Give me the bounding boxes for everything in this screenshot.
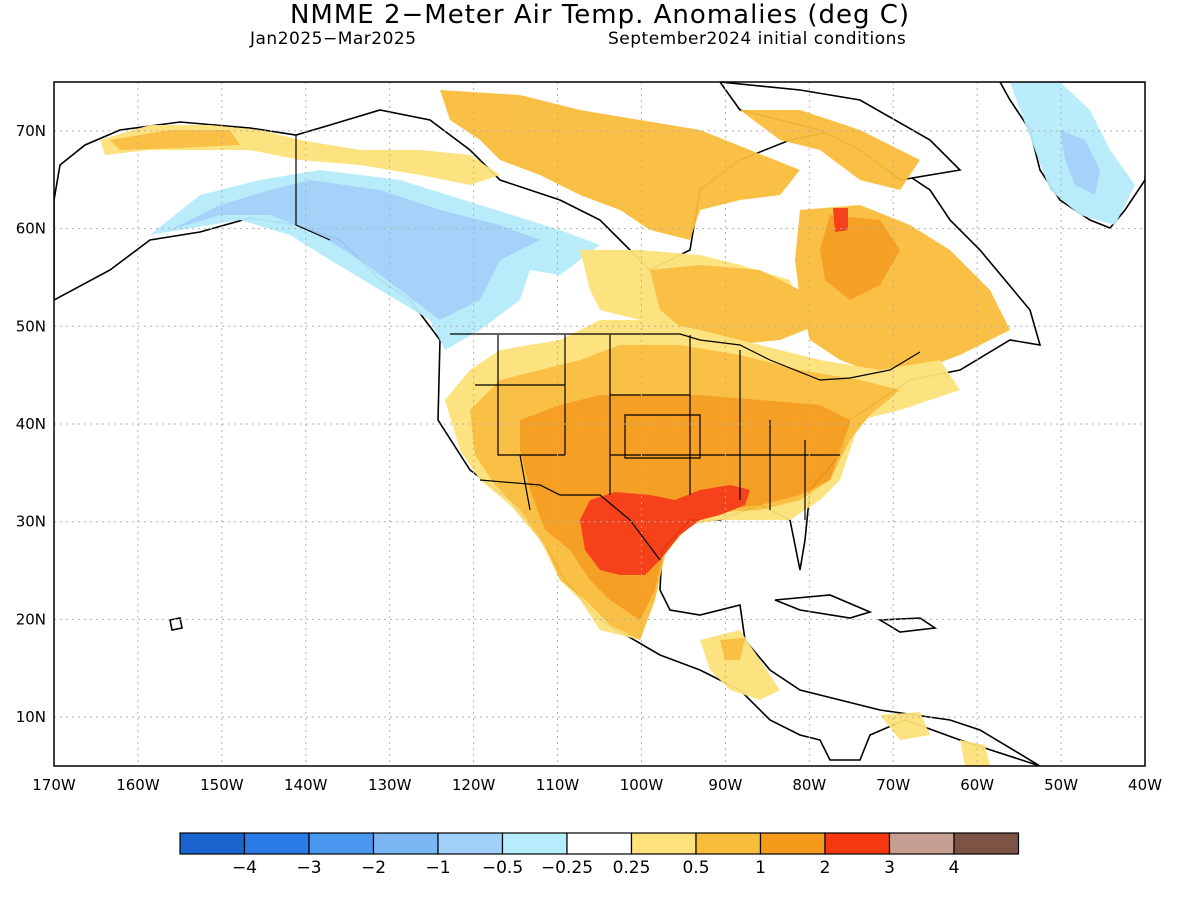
color-legend: −4 −3 −2 −1 −0.5 −0.25 0.25 0.5 1 2 3 4 [179, 832, 1020, 878]
longitude-tick-label: 120W [452, 776, 496, 794]
warm-anomaly-area [440, 90, 800, 240]
longitude-tick-label: 40W [1128, 776, 1162, 794]
latitude-tick-label: 60N [16, 220, 46, 238]
hot-spot-area [580, 485, 750, 575]
longitude-tick-label: 70W [876, 776, 910, 794]
longitude-tick-label: 160W [116, 776, 160, 794]
strong-warm-anomaly-area [833, 208, 848, 232]
warm-anomaly-area [880, 712, 930, 740]
colorbar-swatch [501, 832, 568, 855]
warm-anomaly-area [650, 265, 830, 345]
colorbar-label: 0.25 [613, 858, 651, 878]
latitude-tick-label: 10N [16, 708, 46, 726]
colorbar-label: 0.5 [682, 858, 709, 878]
colorbar-label: −0.5 [482, 858, 523, 878]
latitude-tick-label: 30N [16, 513, 46, 531]
colorbar-swatch [437, 832, 504, 855]
strong-warm-anomaly-area [820, 215, 900, 300]
colorbar-label: 3 [884, 858, 895, 878]
colorbar-swatch [308, 832, 375, 855]
colorbar-swatch [243, 832, 310, 855]
longitude-tick-label: 140W [284, 776, 328, 794]
lat-lon-grid [54, 82, 1145, 766]
latitude-tick-label: 50N [16, 317, 46, 335]
initial-conditions: September2024 initial conditions [608, 29, 907, 49]
longitude-tick-label: 110W [536, 776, 580, 794]
colorbar-swatch [888, 832, 955, 855]
longitude-tick-label: 130W [368, 776, 412, 794]
alaska-canada-border [295, 135, 331, 241]
colorbar-swatch [695, 832, 762, 855]
political-boundaries [295, 135, 921, 561]
colorbar-label: 4 [949, 858, 960, 878]
longitude-tick-label: 100W [620, 776, 664, 794]
state-line [475, 335, 840, 520]
latitude-labels: 10N 20N 30N 40N 50N 60N 70N [16, 122, 46, 726]
longitude-tick-label: 50W [1044, 776, 1078, 794]
colorbar-swatch [566, 832, 633, 855]
map-frame [53, 81, 1146, 767]
colorbar-label: 1 [755, 858, 766, 878]
colorbar-label: −0.25 [541, 858, 593, 878]
us-canada-border [450, 333, 921, 381]
cuba [774, 594, 873, 619]
longitude-tick-label: 150W [200, 776, 244, 794]
longitude-tick-label: 60W [960, 776, 994, 794]
hawaii [169, 617, 183, 631]
longitude-tick-label: 90W [708, 776, 742, 794]
us-mexico-border [479, 479, 661, 561]
colorbar-swatch [824, 832, 891, 855]
cool-anomaly-area [170, 180, 540, 320]
colorbar-swatch [372, 832, 439, 855]
colorbar-swatch [953, 832, 1020, 855]
warm-anomaly-area [720, 638, 745, 660]
colorbar-swatch [179, 832, 246, 855]
colorbar-label: −3 [296, 858, 321, 878]
longitude-tick-label: 170W [32, 776, 76, 794]
colorbar-label: −2 [361, 858, 386, 878]
warm-anomaly-area [110, 130, 240, 150]
anomaly-shading [100, 82, 1135, 766]
cool-anomaly-area [1060, 130, 1100, 195]
colorbar-label: −4 [232, 858, 257, 878]
latitude-tick-label: 20N [16, 610, 46, 628]
warm-anomaly-area [700, 630, 780, 700]
longitude-labels: 170W 160W 150W 140W 130W 120W 110W 100W 90W 80W 70… [32, 776, 1162, 794]
colorbar-swatch [759, 832, 826, 855]
warm-anomaly-area [960, 740, 990, 766]
latitude-tick-label: 40N [16, 415, 46, 433]
longitude-tick-label: 80W [792, 776, 826, 794]
colorbar-swatch [630, 832, 697, 855]
forecast-period: Jan2025−Mar2025 [250, 29, 417, 49]
map-title: NMME 2−Meter Air Temp. Anomalies (deg C) [289, 0, 911, 30]
colorbar-label: 2 [820, 858, 831, 878]
warm-anomaly-area [740, 110, 920, 190]
colorbar-label: −1 [425, 858, 450, 878]
hispaniola [877, 617, 938, 633]
latitude-tick-label: 70N [16, 122, 46, 140]
